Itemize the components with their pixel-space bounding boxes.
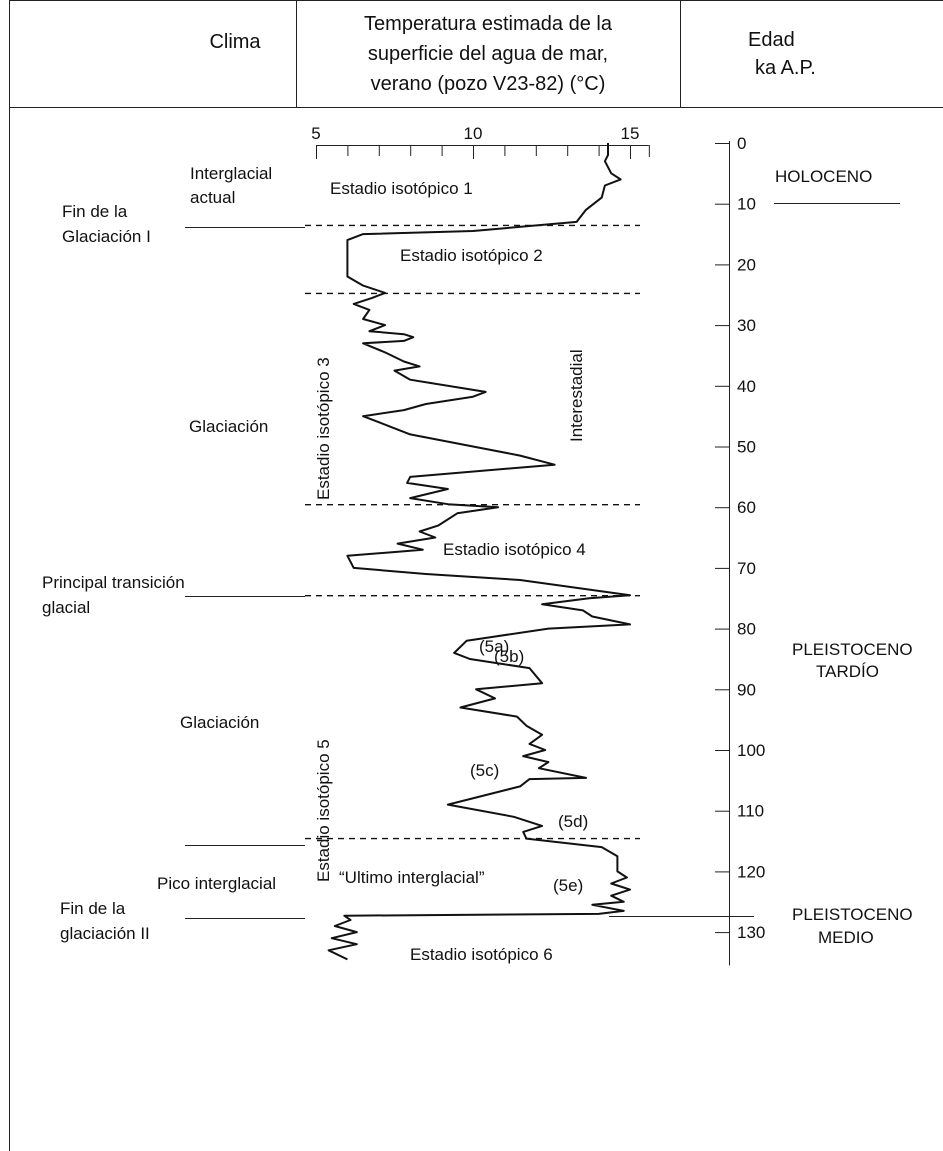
age-tick-label-120: 120 <box>737 862 765 881</box>
temperature-axis: 5 10 15 <box>311 124 650 159</box>
climate-glaciacion-2: Glaciación <box>180 713 259 732</box>
header-edad-line-1: Edad <box>748 29 795 51</box>
header-temp-line-2: superficie del agua de mar, <box>368 43 608 65</box>
stage-label-3: Estadio isotópico 3 <box>314 357 333 500</box>
age-tick-label-50: 50 <box>737 438 756 457</box>
age-tick-label-0: 0 <box>737 134 746 153</box>
age-tick-label-20: 20 <box>737 255 756 274</box>
epoch-pleistoceno-tardio-1: PLEISTOCENO <box>792 640 913 659</box>
epoch-dividers <box>609 203 900 917</box>
stage-label-2: Estadio isotópico 2 <box>400 246 543 265</box>
header-temp-line-1: Temperatura estimada de la <box>364 13 613 35</box>
epoch-pleistoceno-tardio-2: TARDÍO <box>816 662 879 681</box>
stage-label-5: Estadio isotópico 5 <box>314 739 333 882</box>
epoch-holoceno: HOLOCENO <box>775 167 872 186</box>
temperature-tick-label-15: 15 <box>621 124 640 143</box>
climate-principal-transicion-2: glacial <box>42 598 90 617</box>
climate-glaciacion-1: Glaciación <box>189 417 268 436</box>
substage-5a: (5a) <box>479 637 509 656</box>
age-tick-label-60: 60 <box>737 498 756 517</box>
temperature-curve <box>327 143 631 961</box>
substage-5e: (5e) <box>553 876 583 895</box>
stage-label-1: Estadio isotópico 1 <box>330 179 473 198</box>
age-tick-label-80: 80 <box>737 620 756 639</box>
climate-fin-glaciacion-1b: Glaciación I <box>62 227 151 246</box>
age-tick-label-70: 70 <box>737 559 756 578</box>
climate-principal-transicion-1: Principal transición <box>42 573 185 592</box>
header-frame <box>9 0 943 1151</box>
age-tick-label-90: 90 <box>737 680 756 699</box>
interestadial-label: Interestadial <box>567 349 586 442</box>
climate-interglacial-actual-2: actual <box>190 188 235 207</box>
stage-label-4: Estadio isotópico 4 <box>443 540 586 559</box>
header-clima: Clima <box>209 31 261 53</box>
ultimo-interglacial-label: “Ultimo interglacial” <box>339 868 485 887</box>
substage-5c: (5c) <box>470 761 499 780</box>
age-tick-label-130: 130 <box>737 923 765 942</box>
climate-fin-glaciacion-1a: Fin de la <box>62 202 128 221</box>
epoch-pleistoceno-medio-2: MEDIO <box>818 928 874 947</box>
climate-interglacial-actual-1: Interglacial <box>190 164 272 183</box>
temperature-tick-label-10: 10 <box>464 124 483 143</box>
age-axis: 0 10 20 30 40 50 60 70 80 90 100 110 120 130 <box>715 134 765 966</box>
header-edad-line-2: ka A.P. <box>755 57 816 79</box>
age-tick-label-100: 100 <box>737 741 765 760</box>
isotope-boundaries <box>305 224 640 840</box>
age-tick-label-30: 30 <box>737 316 756 335</box>
substage-5b-visible: (5b) <box>494 647 524 666</box>
climate-fin-glaciacion-2b: glaciación II <box>60 924 150 943</box>
climate-pico-interglacial: Pico interglacial <box>157 874 276 893</box>
substage-5d: (5d) <box>558 812 588 831</box>
age-tick-label-10: 10 <box>737 195 756 214</box>
age-tick-label-40: 40 <box>737 377 756 396</box>
epoch-pleistoceno-medio-1: PLEISTOCENO <box>792 905 913 924</box>
header-temp-line-3: verano (pozo V23-82) (°C) <box>371 73 606 95</box>
temperature-tick-label-5: 5 <box>311 124 320 143</box>
climate-fin-glaciacion-2a: Fin de la <box>60 899 126 918</box>
climate-dividers <box>185 227 305 919</box>
stage-label-6: Estadio isotópico 6 <box>410 945 553 964</box>
age-tick-label-110: 110 <box>737 802 764 821</box>
